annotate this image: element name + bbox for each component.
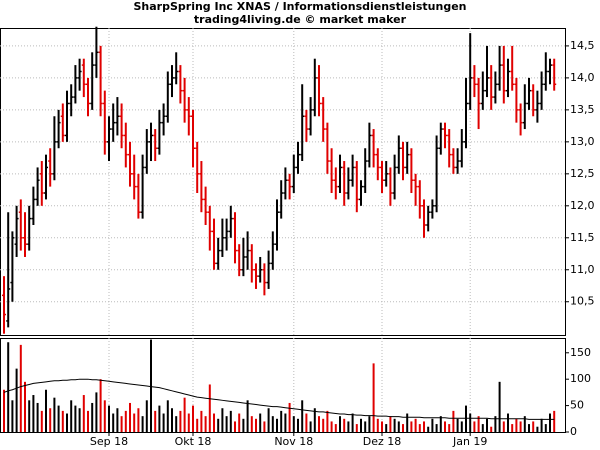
y-tick-label: 11,5 bbox=[570, 231, 595, 244]
volume-moving-average bbox=[3, 378, 555, 420]
volume-tick-label: 150 bbox=[570, 346, 591, 359]
y-tick-label: 13,0 bbox=[570, 135, 595, 148]
price-panel bbox=[0, 28, 566, 336]
volume-tick-label: 0 bbox=[570, 425, 577, 438]
y-tick-label: 13,5 bbox=[570, 103, 595, 116]
volume-tick-label: 100 bbox=[570, 372, 591, 385]
y-tick-label: 10,5 bbox=[570, 295, 595, 308]
x-tick-label: Okt 18 bbox=[175, 435, 212, 448]
chart-title: SharpSpring Inc XNAS / Informationsdiens… bbox=[134, 0, 467, 13]
x-tick-label: Dez 18 bbox=[363, 435, 402, 448]
x-tick-label: Sep 18 bbox=[90, 435, 128, 448]
y-tick-label: 11,0 bbox=[570, 263, 595, 276]
volume-tick-label: 50 bbox=[570, 399, 584, 412]
x-tick-label: Jan 19 bbox=[452, 435, 487, 448]
x-tick-label: Nov 18 bbox=[274, 435, 313, 448]
chart-subtitle: trading4living.de © market maker bbox=[194, 13, 407, 26]
y-tick-label: 14,5 bbox=[570, 39, 595, 52]
y-tick-label: 12,5 bbox=[570, 167, 595, 180]
volume-panel bbox=[0, 338, 566, 433]
y-tick-label: 14,0 bbox=[570, 71, 595, 84]
y-tick-label: 12,0 bbox=[570, 199, 595, 212]
